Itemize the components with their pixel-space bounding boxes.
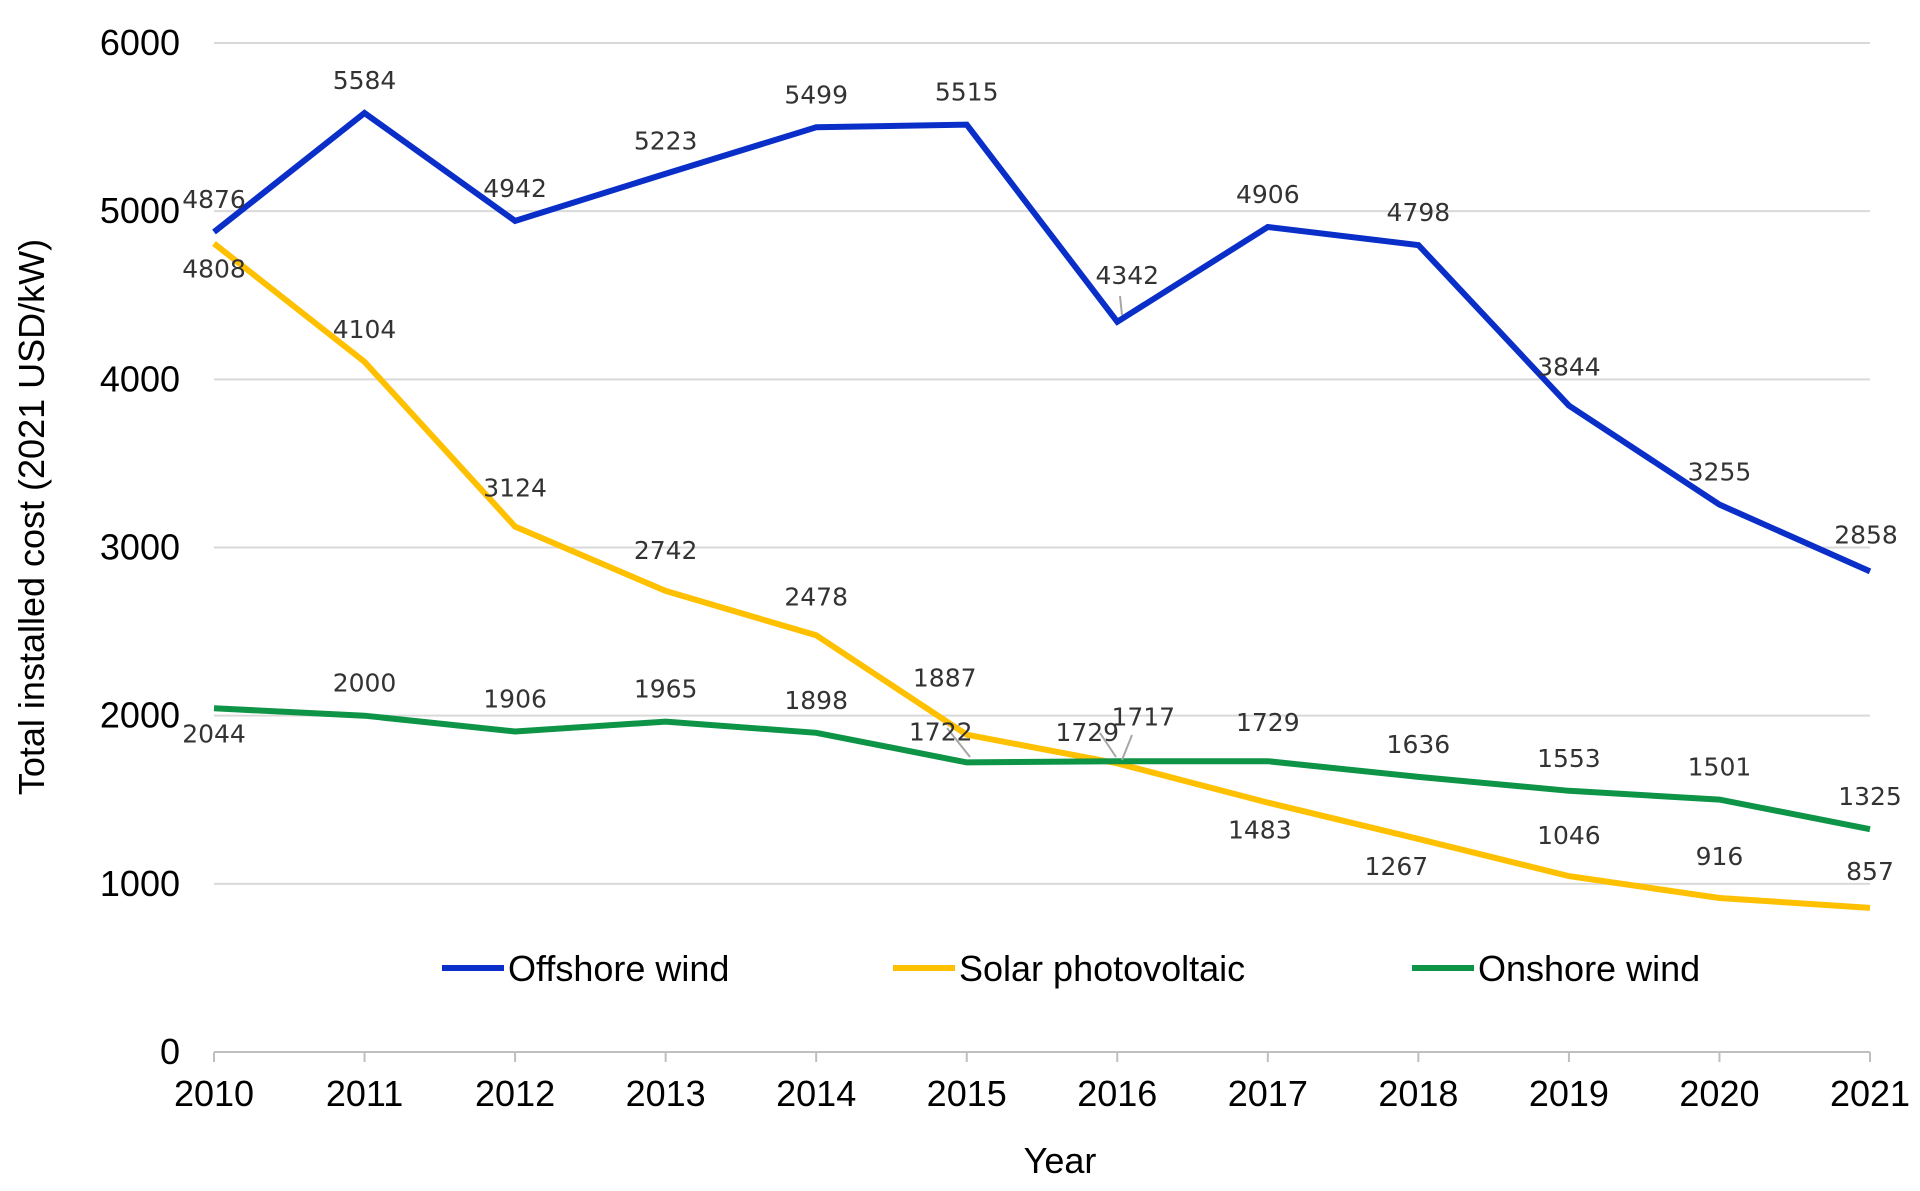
- data-label: 1553: [1537, 744, 1601, 773]
- x-tick-label: 2021: [1830, 1073, 1910, 1114]
- legend-label: Offshore wind: [508, 948, 729, 989]
- data-label: 5584: [333, 66, 397, 95]
- data-label: 1729: [1055, 718, 1119, 747]
- data-label: 4798: [1387, 198, 1451, 227]
- leader-line: [1119, 295, 1123, 316]
- data-label: 5499: [784, 80, 848, 109]
- data-label: 2000: [333, 669, 397, 698]
- data-label: 2044: [182, 719, 246, 748]
- data-label: 3844: [1537, 353, 1601, 382]
- data-label: 5223: [634, 127, 698, 156]
- y-tick-label: 2000: [100, 695, 180, 736]
- legend-label: Solar photovoltaic: [959, 948, 1245, 989]
- data-label: 1965: [634, 675, 698, 704]
- series-lines: [212, 109, 1872, 911]
- y-tick-label: 6000: [100, 22, 180, 63]
- data-labels: 4876 5584 4942 5223 5499 5515 4342 4906 4798 3844…: [182, 66, 1902, 886]
- data-label: 5515: [935, 78, 999, 107]
- x-tick-label: 2017: [1228, 1073, 1308, 1114]
- data-label: 4906: [1236, 180, 1300, 209]
- data-label: 2478: [784, 582, 848, 611]
- x-tick-label: 2010: [174, 1073, 254, 1114]
- x-tick-label: 2011: [326, 1073, 403, 1114]
- leader-line: [1099, 732, 1117, 758]
- y-axis-title: Total installed cost (2021 USD/kW): [11, 239, 52, 795]
- y-tick-label: 3000: [100, 527, 180, 568]
- series-line: [212, 241, 1871, 911]
- x-tick-label: 2014: [776, 1073, 856, 1114]
- data-label: 857: [1846, 857, 1894, 886]
- series-line: [213, 705, 1871, 833]
- series-line: [212, 109, 1872, 575]
- data-label: 1906: [483, 684, 547, 713]
- legend-label: Onshore wind: [1478, 948, 1700, 989]
- data-label: 4876: [182, 185, 246, 214]
- axes: 0 1000 2000 3000 4000 5000 6000 2010 2011 2012 201…: [100, 22, 1910, 1114]
- x-axis-title: Year: [1024, 1140, 1097, 1181]
- data-label: 4942: [483, 174, 547, 203]
- y-tick-label: 1000: [100, 863, 180, 904]
- data-label: 4104: [333, 315, 397, 344]
- data-label: 2858: [1834, 520, 1898, 549]
- data-label: 1046: [1537, 821, 1601, 850]
- data-label: 1267: [1365, 852, 1429, 881]
- data-label: 1636: [1387, 730, 1451, 759]
- y-tick-label: 5000: [100, 190, 180, 231]
- y-tick-label: 0: [160, 1031, 180, 1072]
- x-tick-label: 2016: [1077, 1073, 1157, 1114]
- x-tick-label: 2018: [1378, 1073, 1458, 1114]
- x-tick-label: 2015: [927, 1073, 1007, 1114]
- data-label: 1729: [1236, 708, 1300, 737]
- data-label: 916: [1696, 842, 1744, 871]
- data-label: 1898: [784, 686, 848, 715]
- data-label: 1717: [1111, 702, 1175, 731]
- data-label: 2742: [634, 536, 698, 565]
- leader-line: [946, 727, 971, 758]
- data-label: 3255: [1688, 458, 1752, 487]
- data-label: 1722: [909, 717, 973, 746]
- x-tick-label: 2013: [626, 1073, 706, 1114]
- gridlines: [214, 42, 1870, 885]
- y-tick-label: 4000: [100, 358, 180, 399]
- data-label: 4808: [182, 254, 246, 283]
- data-label: 3124: [483, 474, 547, 503]
- x-tick-label: 2020: [1679, 1073, 1759, 1114]
- data-label: 1483: [1228, 816, 1292, 845]
- leader-line: [1121, 734, 1133, 761]
- x-tick-label: 2012: [475, 1073, 555, 1114]
- legend: Offshore wind Solar photovoltaic Onshore w…: [442, 948, 1700, 989]
- data-label: 4342: [1095, 261, 1159, 290]
- data-label: 1325: [1838, 782, 1902, 811]
- x-tick-label: 2019: [1529, 1073, 1609, 1114]
- data-label: 1501: [1688, 753, 1752, 782]
- data-label: 1887: [913, 664, 977, 693]
